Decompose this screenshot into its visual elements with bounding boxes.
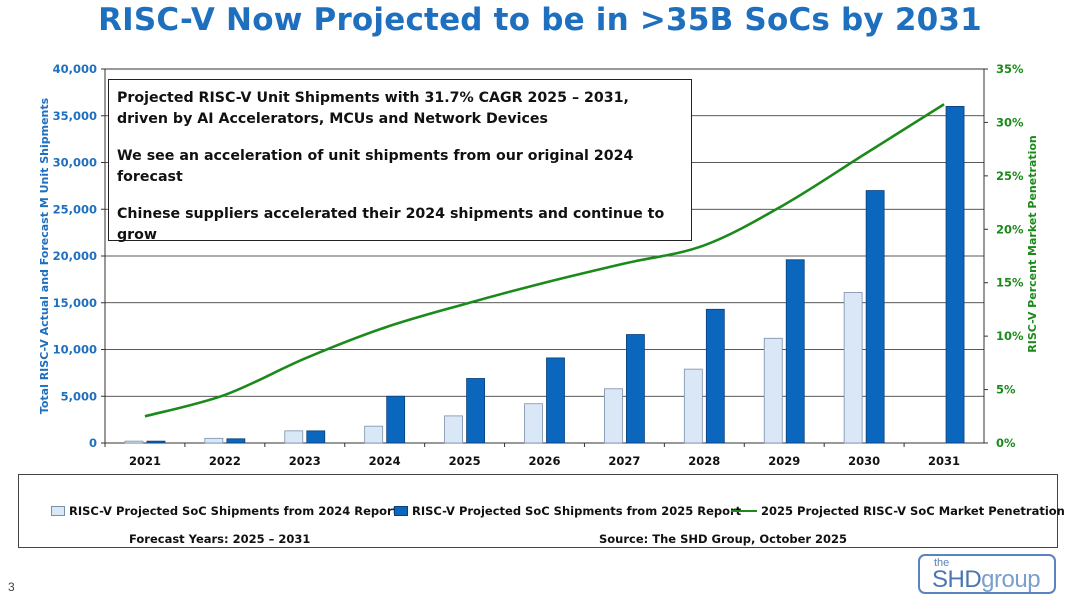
page-number: 3 — [8, 580, 15, 594]
legend-item-penetration: 2025 Projected RISC-V SoC Market Penetra… — [731, 504, 1065, 518]
bar-2025-report-2028 — [705, 308, 725, 444]
y-tick-label: 10,000 — [53, 343, 97, 357]
legend-item-2024-report: RISC-V Projected SoC Shipments from 2024… — [51, 504, 398, 518]
x-tick-label: 2023 — [289, 454, 321, 468]
legend-swatch-2024 — [51, 506, 65, 516]
legend-label-2025: RISC-V Projected SoC Shipments from 2025… — [412, 504, 742, 518]
y-tick-label: 0 — [89, 436, 97, 450]
y-right-tick-label: 15% — [996, 276, 1024, 290]
x-tick-label: 2028 — [688, 454, 720, 468]
y-right-tick-label: 10% — [996, 329, 1024, 343]
page-title: RISC-V Now Projected to be in >35B SoCs … — [98, 2, 982, 38]
logo-brand-b: group — [981, 566, 1041, 593]
callout-line-2: We see an acceleration of unit shipments… — [117, 148, 634, 185]
x-tick-label: 2029 — [768, 454, 800, 468]
bar-2024-report-2021 — [124, 440, 144, 444]
bar-2024-report-2023 — [284, 430, 304, 444]
bar-2025-report-2031 — [945, 106, 965, 444]
y-axis-title: Total RISC-V Actual and Forecast M Unit … — [38, 97, 51, 414]
bar-2024-report-2028 — [683, 368, 703, 444]
legend-label-2024: RISC-V Projected SoC Shipments from 2024… — [69, 504, 399, 518]
y-right-tick-label: 35% — [996, 62, 1024, 76]
bar-2025-report-2029 — [785, 259, 805, 444]
bar-2025-report-2027 — [626, 334, 645, 444]
y-tick-label: 15,000 — [53, 296, 97, 310]
bar-2024-report-2029 — [763, 337, 783, 444]
forecast-years-note: Forecast Years: 2025 – 2031 — [129, 532, 311, 546]
y-tick-label: 30,000 — [53, 156, 97, 170]
bar-2024-report-2022 — [204, 437, 224, 444]
x-tick-label: 2021 — [129, 454, 161, 468]
y-tick-label: 25,000 — [53, 202, 97, 216]
x-tick-label: 2024 — [369, 454, 401, 468]
y-right-tick-label: 25% — [996, 169, 1024, 183]
legend-swatch-line — [731, 510, 757, 512]
bar-2025-report-2026 — [546, 357, 565, 444]
y-right-tick-label: 5% — [996, 383, 1016, 397]
y-right-tick-label: 20% — [996, 222, 1024, 236]
x-tick-label: 2027 — [608, 454, 640, 468]
callout-box: Projected RISC-V Unit Shipments with 31.… — [108, 79, 692, 243]
bar-2024-report-2026 — [524, 403, 543, 444]
callout-line-1: Projected RISC-V Unit Shipments with 31.… — [117, 90, 629, 127]
bar-2024-report-2024 — [364, 425, 384, 444]
bar-2024-report-2027 — [604, 388, 623, 444]
logo-brand: SHDgroup — [932, 566, 1041, 594]
bar-2024-report-2030 — [843, 292, 863, 444]
shd-group-logo: the SHDgroup — [918, 554, 1056, 594]
x-tick-label: 2025 — [449, 454, 481, 468]
bar-2025-report-2021 — [146, 440, 166, 444]
logo-brand-a: SHD — [932, 566, 982, 593]
legend-label-penetration: 2025 Projected RISC-V SoC Market Penetra… — [761, 504, 1065, 518]
bar-2025-report-2023 — [306, 430, 326, 444]
source-note: Source: The SHD Group, October 2025 — [599, 532, 848, 546]
x-tick-label: 2030 — [848, 454, 880, 468]
y-right-tick-label: 30% — [996, 115, 1024, 129]
legend: RISC-V Projected SoC Shipments from 2024… — [18, 474, 1065, 548]
bar-2025-report-2022 — [226, 438, 246, 444]
y-tick-label: 5,000 — [61, 389, 97, 403]
penetration-line — [144, 103, 945, 418]
y-tick-label: 20,000 — [53, 249, 97, 263]
legend-item-2025-report: RISC-V Projected SoC Shipments from 2025… — [394, 504, 741, 518]
y-tick-label: 40,000 — [53, 62, 97, 76]
x-tick-label: 2031 — [928, 454, 960, 468]
legend-swatch-2025 — [394, 506, 408, 516]
bar-2025-report-2025 — [466, 378, 485, 444]
x-tick-label: 2026 — [528, 454, 560, 468]
bar-2024-report-2025 — [444, 415, 463, 444]
y-right-axis-title: RISC-V Percent Market Penetration — [1026, 135, 1039, 352]
y-right-tick-label: 0% — [996, 436, 1016, 450]
callout-line-3: Chinese suppliers accelerated their 2024… — [117, 206, 665, 243]
x-tick-label: 2022 — [209, 454, 241, 468]
y-tick-label: 35,000 — [53, 109, 97, 123]
bar-2025-report-2024 — [386, 395, 406, 444]
logo-the: the — [934, 557, 950, 569]
bar-2025-report-2030 — [865, 190, 885, 444]
